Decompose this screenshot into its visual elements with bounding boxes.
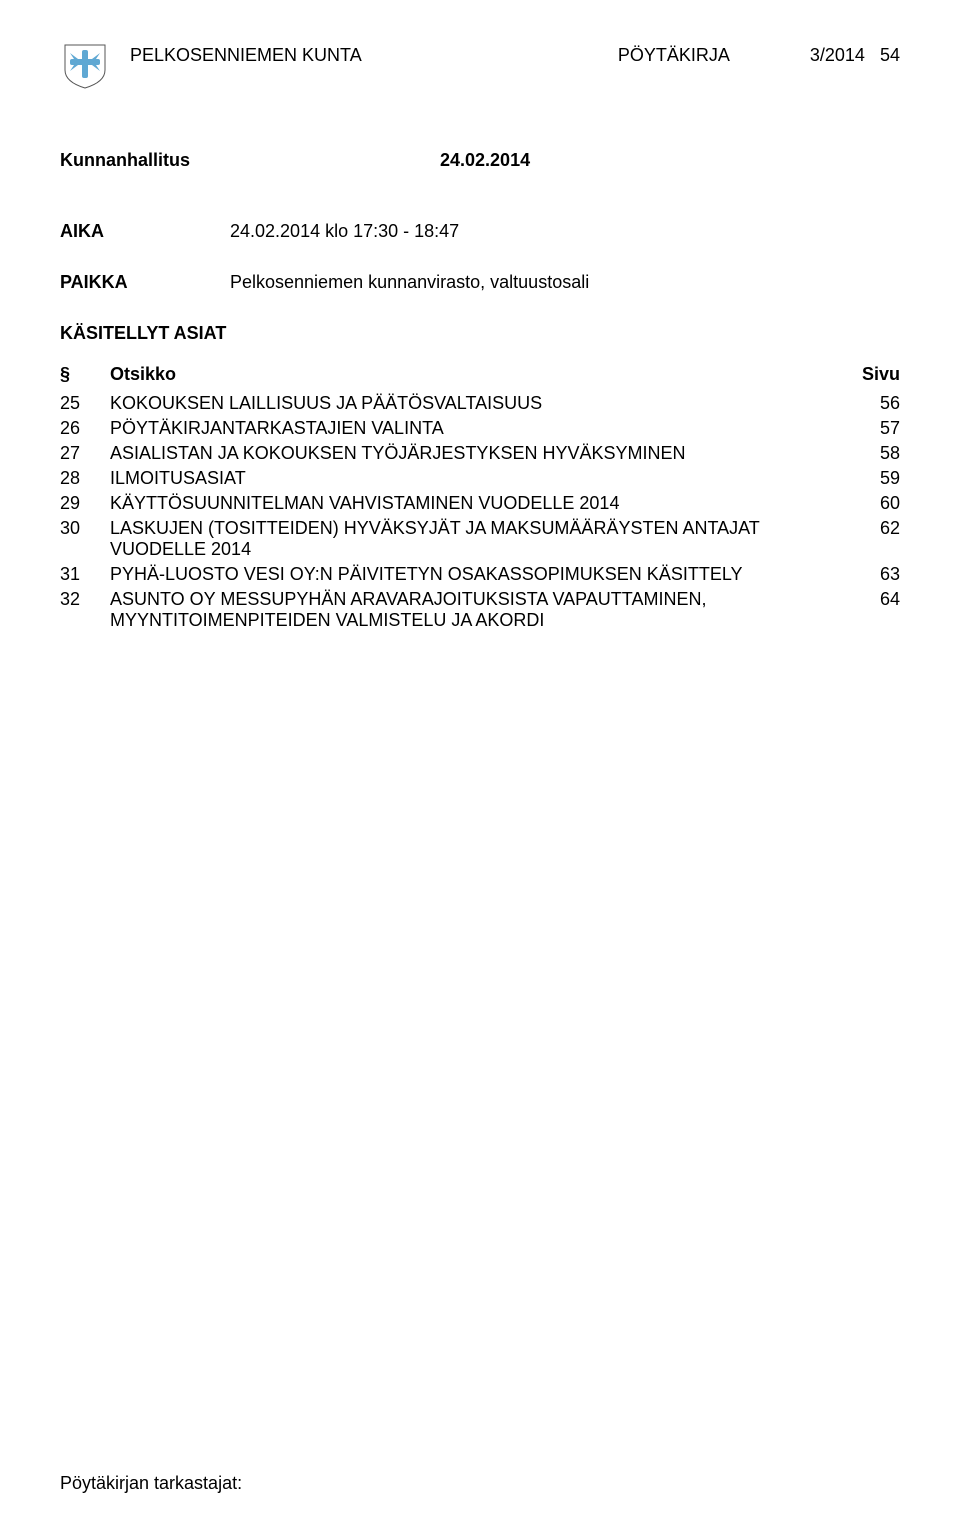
agenda-row: 31PYHÄ-LUOSTO VESI OY:N PÄIVITETYN OSAKA…	[60, 564, 900, 585]
agenda-item-page: 57	[840, 418, 900, 439]
agenda-item-page: 62	[840, 518, 900, 539]
agenda-item-title: ILMOITUSASIAT	[110, 468, 840, 489]
agenda-row: 27ASIALISTAN JA KOKOUKSEN TYÖJÄRJESTYKSE…	[60, 443, 900, 464]
meeting-body: Kunnanhallitus	[60, 150, 440, 171]
agenda-item-title: PÖYTÄKIRJANTARKASTAJIEN VALINTA	[110, 418, 840, 439]
meeting-info: Kunnanhallitus 24.02.2014	[60, 150, 900, 171]
agenda-item-num: 25	[60, 393, 110, 414]
agenda-item-num: 31	[60, 564, 110, 585]
document-type: PÖYTÄKIRJA	[618, 45, 730, 66]
place-label: PAIKKA	[60, 272, 230, 293]
organization-name: PELKOSENNIEMEN KUNTA	[130, 45, 618, 66]
agenda-item-num: 28	[60, 468, 110, 489]
time-row: AIKA 24.02.2014 klo 17:30 - 18:47	[60, 221, 900, 242]
agenda-row: 30LASKUJEN (TOSITTEIDEN) HYVÄKSYJÄT JA M…	[60, 518, 900, 560]
document-header: PELKOSENNIEMEN KUNTA PÖYTÄKIRJA 3/2014 5…	[60, 40, 900, 90]
page-number: 54	[880, 45, 900, 65]
header-title: Otsikko	[110, 364, 840, 385]
agenda-row: 29KÄYTTÖSUUNNITELMAN VAHVISTAMINEN VUODE…	[60, 493, 900, 514]
agenda-item-title: ASUNTO OY MESSUPYHÄN ARAVARAJOITUKSISTA …	[110, 589, 840, 631]
agenda-item-page: 63	[840, 564, 900, 585]
agenda-item-title: LASKUJEN (TOSITTEIDEN) HYVÄKSYJÄT JA MAK…	[110, 518, 840, 560]
footer-text: Pöytäkirjan tarkastajat:	[60, 1473, 242, 1494]
doc-number: 3/2014	[810, 45, 865, 65]
header-num: §	[60, 364, 110, 385]
time-value: 24.02.2014 klo 17:30 - 18:47	[230, 221, 900, 242]
agenda-row: 32ASUNTO OY MESSUPYHÄN ARAVARAJOITUKSIST…	[60, 589, 900, 631]
agenda-item-num: 27	[60, 443, 110, 464]
header-text-row: PELKOSENNIEMEN KUNTA PÖYTÄKIRJA 3/2014 5…	[130, 40, 900, 66]
agenda-item-num: 32	[60, 589, 110, 610]
agenda-item-page: 59	[840, 468, 900, 489]
agenda-row: 26PÖYTÄKIRJANTARKASTAJIEN VALINTA57	[60, 418, 900, 439]
agenda-item-title: KÄYTTÖSUUNNITELMAN VAHVISTAMINEN VUODELL…	[110, 493, 840, 514]
place-row: PAIKKA Pelkosenniemen kunnanvirasto, val…	[60, 272, 900, 293]
agenda-row: 28ILMOITUSASIAT59	[60, 468, 900, 489]
agenda-item-title: ASIALISTAN JA KOKOUKSEN TYÖJÄRJESTYKSEN …	[110, 443, 840, 464]
agenda-item-title: PYHÄ-LUOSTO VESI OY:N PÄIVITETYN OSAKASS…	[110, 564, 840, 585]
agenda-header-row: § Otsikko Sivu	[60, 364, 900, 385]
agenda-item-page: 64	[840, 589, 900, 610]
agenda-item-num: 29	[60, 493, 110, 514]
agenda-item-title: KOKOUKSEN LAILLISUUS JA PÄÄTÖSVALTAISUUS	[110, 393, 840, 414]
agenda-item-page: 56	[840, 393, 900, 414]
municipal-logo	[60, 40, 110, 90]
page-info: 3/2014 54	[810, 45, 900, 66]
agenda-section-title: KÄSITELLYT ASIAT	[60, 323, 900, 344]
header-page: Sivu	[840, 364, 900, 385]
meeting-date: 24.02.2014	[440, 150, 900, 171]
agenda-item-num: 30	[60, 518, 110, 539]
agenda-table: § Otsikko Sivu 25KOKOUKSEN LAILLISUUS JA…	[60, 364, 900, 631]
agenda-item-page: 60	[840, 493, 900, 514]
agenda-item-page: 58	[840, 443, 900, 464]
agenda-row: 25KOKOUKSEN LAILLISUUS JA PÄÄTÖSVALTAISU…	[60, 393, 900, 414]
time-label: AIKA	[60, 221, 230, 242]
place-value: Pelkosenniemen kunnanvirasto, valtuustos…	[230, 272, 900, 293]
agenda-item-num: 26	[60, 418, 110, 439]
